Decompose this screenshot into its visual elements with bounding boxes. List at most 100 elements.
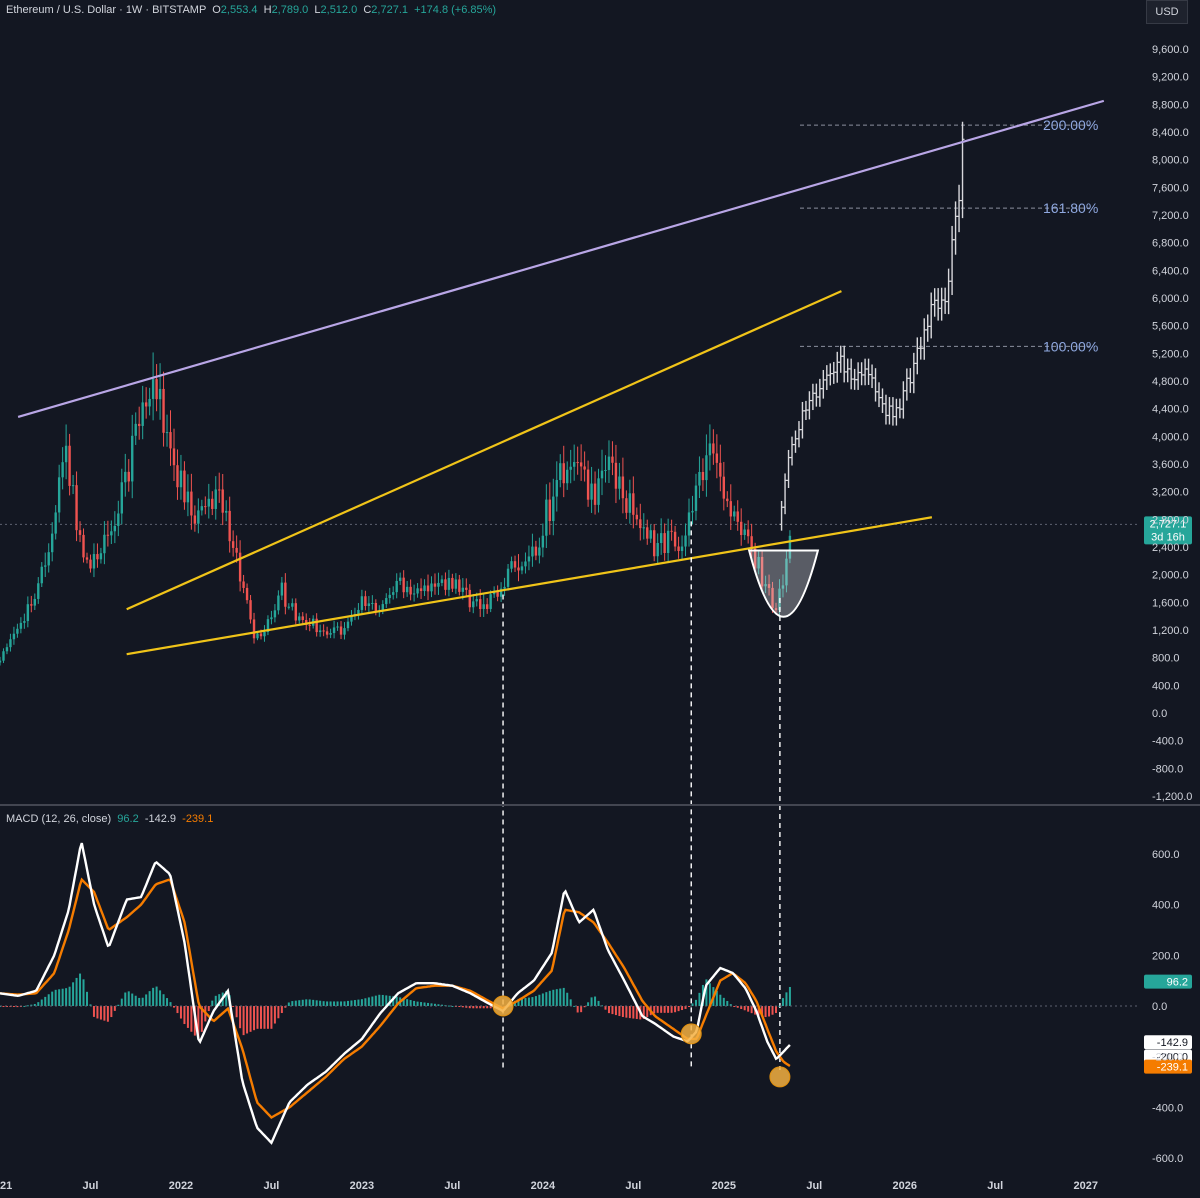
candle-body <box>649 530 652 539</box>
candle-body <box>395 580 398 593</box>
price-axis-tick: 1,200.0 <box>1152 625 1189 637</box>
macd-histogram-bar <box>131 993 134 1006</box>
candle-body <box>183 470 186 503</box>
macd-axis-tick: -200.0 <box>1152 1052 1183 1064</box>
candle-body <box>499 588 503 597</box>
axes-layer: 9,600.0 9,200.0 8,800.0 8,400.0 8,000.0 7,600… <box>0 44 1200 1192</box>
macd-histogram-bar <box>329 1001 332 1006</box>
trendline-resistance[interactable] <box>17 99 1105 419</box>
macd-histogram-bar <box>601 1005 604 1007</box>
candle-body <box>134 423 137 436</box>
candle-body <box>47 552 50 566</box>
candle-body <box>712 443 715 454</box>
macd-histogram-bar <box>315 1000 318 1006</box>
candle-body <box>677 546 680 551</box>
time-axis-tick: Jul <box>263 1180 279 1192</box>
candle-body <box>266 619 270 632</box>
candle-body <box>89 559 92 569</box>
time-axis-tick: Jul <box>987 1180 1003 1192</box>
candle-body <box>315 618 318 633</box>
candle-body <box>252 619 256 639</box>
macd-histogram-bar <box>266 1006 269 1029</box>
price-axis-tick: -400.0 <box>1152 736 1183 748</box>
symbol-title[interactable]: Ethereum / U.S. Dollar · 1W · BITSTAMP <box>6 4 207 16</box>
currency-button[interactable]: USD <box>1146 0 1188 24</box>
macd-histogram-bar <box>312 999 315 1006</box>
candle-body <box>124 471 127 483</box>
macd-histogram-bar <box>159 990 162 1006</box>
crossover-marker[interactable] <box>769 1066 791 1088</box>
cup-pattern[interactable] <box>747 549 820 618</box>
macd-histogram-bar <box>61 988 64 1006</box>
candle-body <box>235 547 238 553</box>
trendline-channel-lower[interactable] <box>126 516 933 656</box>
macd-histogram-bar <box>65 988 68 1006</box>
macd-line[interactable] <box>0 842 791 1145</box>
crossover-marker[interactable] <box>492 995 514 1017</box>
trendline-channel-upper[interactable] <box>126 290 842 611</box>
candle-body <box>642 527 645 529</box>
time-axis-tick: 2021 <box>0 1180 12 1192</box>
macd-axis-tick: -600.0 <box>1152 1153 1183 1165</box>
candle-body <box>50 533 54 553</box>
candle-body <box>475 599 478 602</box>
candle-body <box>54 512 57 534</box>
macd-histogram-bar <box>548 990 551 1006</box>
candle-body <box>238 552 242 582</box>
candle-body <box>405 586 409 593</box>
macd-histogram-bar <box>614 1006 617 1016</box>
candle-body <box>249 600 252 620</box>
candle-body <box>576 462 579 464</box>
macd-histogram-bar <box>106 1006 109 1022</box>
macd-histogram-bar <box>628 1006 631 1019</box>
candle-body <box>663 533 666 554</box>
price-axis-tick: 6,800.0 <box>1152 238 1189 250</box>
macd-histogram-bar <box>402 998 405 1006</box>
candle-body <box>336 626 339 628</box>
open-value: 2,553.4 <box>220 4 258 16</box>
candle-body <box>245 587 249 601</box>
candle-body <box>628 493 632 513</box>
macd-histogram-bar <box>451 1006 454 1007</box>
macd-histogram-bar <box>186 1006 189 1028</box>
signal-line[interactable] <box>0 877 791 1120</box>
macd-title[interactable]: MACD (12, 26, close) <box>6 813 112 825</box>
candle-body <box>82 534 85 558</box>
candle-body <box>298 616 301 621</box>
price-axis-tick: -1,200.0 <box>1152 791 1192 803</box>
macd-histogram-bar <box>249 1006 252 1032</box>
candle-body <box>659 533 663 544</box>
macd-histogram-bar <box>715 990 718 1006</box>
macd-histogram-bar <box>166 998 169 1006</box>
macd-histogram-bar <box>336 1001 339 1006</box>
crossover-marker[interactable] <box>680 1023 702 1045</box>
macd-histogram-bar <box>475 1006 478 1009</box>
macd-histogram-bar <box>176 1006 179 1014</box>
macd-histogram-bar <box>472 1006 475 1009</box>
price-pane[interactable]: 200.00% 161.80% 100.00% 2,727.13d 16h <box>0 99 1192 1070</box>
macd-histogram-bar <box>416 1001 419 1006</box>
macd-axis-tick: 200.0 <box>1152 950 1180 962</box>
candle-body <box>520 566 524 571</box>
macd-histogram-bar <box>607 1006 610 1014</box>
candle-body <box>611 456 614 463</box>
price-axis-tick: 2,400.0 <box>1152 542 1189 554</box>
macd-histogram-bar <box>374 995 377 1006</box>
fib-level-label: 200.00% <box>1043 117 1098 133</box>
macd-histogram-bar <box>757 1006 760 1016</box>
macd-histogram-bar <box>621 1006 624 1018</box>
macd-histogram-bar <box>778 1005 781 1007</box>
price-axis-tick: 7,600.0 <box>1152 182 1189 194</box>
macd-histogram-bar <box>319 1000 322 1006</box>
candle-body <box>715 453 719 463</box>
candle-body <box>402 577 405 593</box>
macd-histogram-bar <box>96 1006 99 1019</box>
macd-pane[interactable]: 96.2 -142.9 -200.0-239.1 <box>0 842 1192 1145</box>
macd-histogram-bar <box>179 1006 182 1019</box>
candle-body <box>503 586 506 589</box>
macd-histogram-bar <box>656 1006 659 1013</box>
candle-body <box>207 498 210 507</box>
candle-body <box>162 388 165 433</box>
